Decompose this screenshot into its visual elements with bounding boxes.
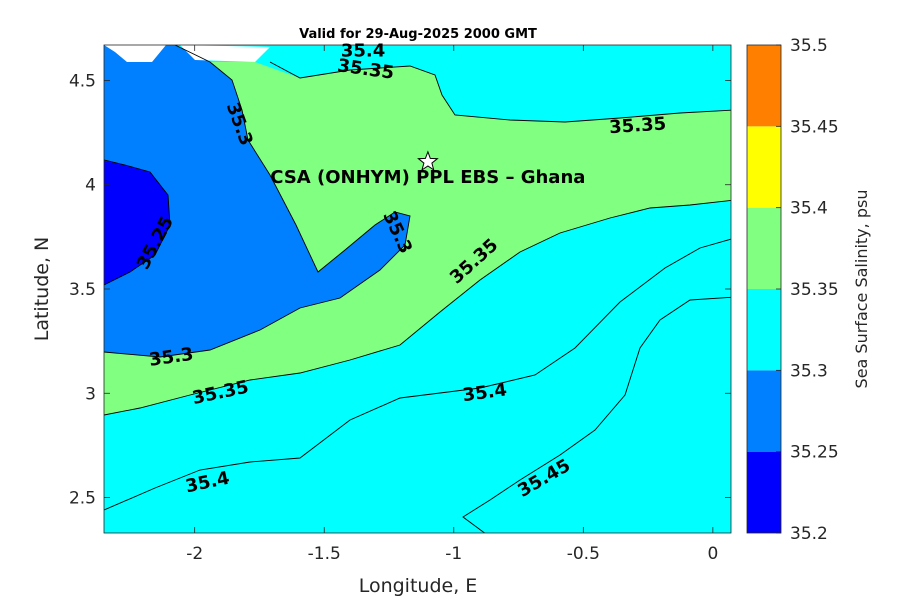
colorbar-swatch: [747, 126, 781, 208]
colorbar-swatch: [747, 45, 781, 127]
contour-line-35.25: [104, 159, 171, 286]
y-tick-label: 2.5: [69, 489, 96, 509]
colorbar-tick-label: 35.4: [790, 199, 828, 219]
x-tick-label: -0.5: [567, 544, 600, 564]
contour-line-35.3: [104, 45, 411, 358]
contour-label: 35.35: [609, 113, 667, 138]
level-35.3-35.35-fill: [104, 45, 731, 533]
site-label: CSA (ONHYM) PPL EBS – Ghana: [270, 167, 585, 188]
x-axis-label: Longitude, E: [359, 575, 478, 597]
colorbar: 35.2 35.25 35.3 35.35 35.4 35.45 35.5: [746, 36, 839, 544]
colorbar-tick-label: 35.3: [790, 361, 828, 381]
x-tick-label: -1.5: [308, 544, 341, 564]
colorbar-swatch: [747, 451, 781, 533]
colorbar-tick-label: 35.5: [790, 36, 828, 56]
y-tick-label: 3: [85, 384, 96, 404]
contour-line-35.4-south: [104, 238, 731, 511]
colorbar-label: Sea Surface Salinity, psu: [852, 190, 871, 389]
y-tick-label: 3.5: [69, 280, 96, 300]
x-tick-label: 0: [707, 544, 718, 564]
y-tick-label: 4.5: [69, 71, 96, 91]
x-tick-label: -1: [445, 544, 462, 564]
colorbar-tick-label: 35.2: [790, 524, 828, 544]
contour-label: 35.4: [341, 40, 385, 61]
site-layer: CSA (ONHYM) PPL EBS – Ghana: [270, 150, 585, 188]
level-35.2-35.25-fill: [104, 160, 170, 285]
x-tick-label: -2: [186, 544, 203, 564]
contour-line-35.35-south: [104, 199, 731, 416]
colorbar-tick-label: 35.45: [790, 117, 839, 137]
colorbar-swatch: [747, 370, 781, 452]
contour-field: [104, 45, 731, 533]
level-35.25-35.3-fill: [104, 45, 410, 357]
colorbar-swatch: [747, 289, 781, 371]
no-data-patch: [104, 45, 270, 62]
colorbar-tick-label: 35.35: [790, 280, 839, 300]
contour-lines: [104, 45, 731, 533]
chart-title: Valid for 29-Aug-2025 2000 GMT: [299, 27, 537, 42]
x-axis-ticks: -2 -1.5 -1 -0.5 0: [186, 45, 718, 564]
contour-line-35.45: [462, 296, 731, 533]
contour-line-35.35-north: [269, 61, 731, 123]
y-axis-label: Latitude, N: [31, 237, 53, 342]
y-tick-label: 4: [85, 176, 96, 196]
y-axis-ticks: 2.5 3 3.5 4 4.5: [69, 71, 731, 509]
colorbar-tick-label: 35.25: [790, 443, 839, 463]
colorbar-swatch: [747, 207, 781, 289]
site-star-marker: [417, 150, 439, 172]
